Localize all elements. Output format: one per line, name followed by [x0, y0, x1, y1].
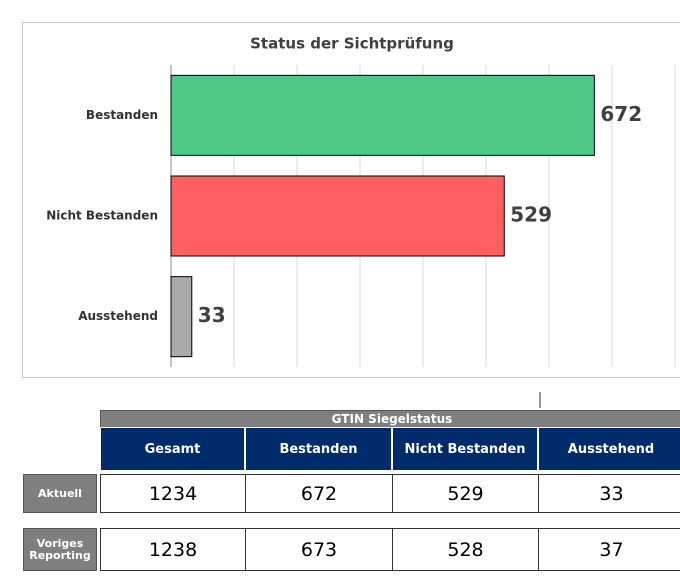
- y-tick-label: Ausstehend: [78, 309, 158, 323]
- table-cell: 33: [538, 474, 680, 513]
- table-cell: 673: [245, 528, 393, 571]
- bar: [170, 276, 193, 358]
- value-label: 33: [198, 303, 226, 327]
- column-header: Gesamt: [100, 427, 245, 471]
- row-header: Voriges Reporting: [23, 528, 97, 571]
- bar: [170, 175, 505, 257]
- table-cell: 672: [245, 474, 393, 513]
- value-label: 529: [510, 203, 552, 227]
- bar: [170, 74, 595, 156]
- table-cell: 37: [538, 528, 680, 571]
- chart-title: Status der Sichtprüfung: [250, 35, 454, 53]
- column-header: Ausstehend: [538, 427, 680, 471]
- table-cell: 1234: [100, 474, 246, 513]
- table-cell: 529: [392, 474, 539, 513]
- table-cell: 1238: [100, 528, 246, 571]
- column-header: Nicht Bestanden: [392, 427, 538, 471]
- table-cell: 528: [392, 528, 539, 571]
- y-tick-label: Bestanden: [86, 108, 158, 122]
- chart: Status der Sichtprüfung Bestanden 672 Nich…: [46, 35, 676, 367]
- y-tick-label: Nicht Bestanden: [46, 209, 158, 223]
- value-label: 672: [600, 102, 642, 126]
- row-header: Aktuell: [23, 474, 97, 513]
- table-title: GTIN Siegelstatus: [100, 410, 680, 428]
- column-header: Bestanden: [245, 427, 392, 471]
- chart-box: Status der Sichtprüfung Bestanden 672 Nich…: [22, 22, 680, 378]
